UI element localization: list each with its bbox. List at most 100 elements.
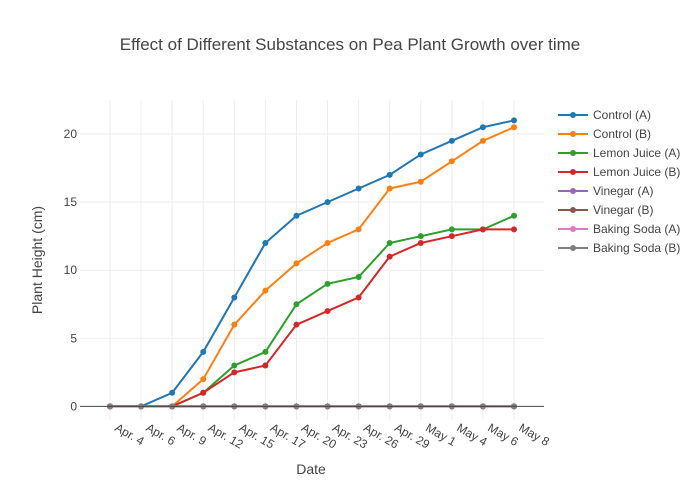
data-point	[200, 348, 207, 355]
legend-label: Baking Soda (B)	[593, 241, 680, 255]
data-point	[417, 178, 424, 185]
x-tick-label: Apr. 12	[206, 420, 246, 451]
data-point	[231, 369, 238, 376]
data-point	[262, 239, 269, 246]
data-point	[355, 274, 362, 281]
x-tick-label: May 4	[454, 420, 490, 449]
data-point	[386, 185, 393, 192]
data-point	[479, 137, 486, 144]
y-tick-label: 15	[64, 195, 78, 209]
data-point	[293, 321, 300, 328]
data-point	[262, 287, 269, 294]
data-point	[262, 348, 269, 355]
legend-label: Vinegar (A)	[593, 184, 653, 198]
x-tick-label: Apr. 6	[144, 420, 178, 448]
x-tick-label: Apr. 26	[361, 420, 401, 451]
data-point	[417, 233, 424, 240]
data-point	[324, 239, 331, 246]
legend-marker	[570, 131, 576, 137]
data-point	[355, 226, 362, 233]
legend-item: Control (A)	[558, 108, 651, 122]
x-tick-label: Apr. 29	[392, 420, 432, 451]
data-point	[231, 362, 238, 369]
data-point	[479, 124, 486, 131]
grid-layer	[80, 100, 544, 420]
data-point	[448, 137, 455, 144]
legend-marker	[570, 207, 576, 213]
legend-item: Baking Soda (A)	[558, 222, 680, 236]
legend-label: Control (A)	[593, 108, 651, 122]
series-line	[110, 214, 515, 408]
data-point	[448, 233, 455, 240]
data-point	[355, 185, 362, 192]
data-point	[417, 151, 424, 158]
data-point	[293, 260, 300, 267]
data-point	[511, 124, 517, 131]
series-layer	[107, 117, 517, 410]
legend-marker	[570, 226, 576, 232]
data-point	[169, 389, 176, 396]
x-tick-label: Apr. 15	[237, 420, 277, 451]
series-line	[110, 228, 514, 408]
y-tick-label: 20	[64, 127, 78, 141]
x-axis-label: Date	[296, 461, 326, 477]
data-point	[417, 239, 424, 246]
data-point	[511, 117, 517, 124]
data-point	[293, 301, 300, 308]
legend-item: Vinegar (B)	[558, 203, 653, 217]
data-point	[231, 321, 238, 328]
data-point	[386, 253, 393, 260]
data-point	[511, 212, 517, 219]
series-control-b-	[107, 124, 517, 410]
data-point	[324, 280, 331, 287]
y-tick-label: 0	[70, 399, 77, 413]
x-tick-label: Apr. 17	[268, 420, 308, 451]
x-tick-label: Apr. 20	[299, 420, 339, 451]
legend-item: Vinegar (A)	[558, 184, 653, 198]
series-control-a-	[107, 117, 517, 410]
legend-label: Lemon Juice (B)	[593, 165, 680, 179]
data-point	[355, 294, 362, 301]
legend-item: Control (B)	[558, 127, 651, 141]
legend-marker	[570, 188, 576, 194]
data-point	[231, 294, 238, 301]
legend-item: Baking Soda (B)	[558, 241, 680, 255]
data-point	[293, 212, 300, 219]
legend-marker	[570, 245, 576, 251]
data-point	[200, 389, 207, 396]
data-point	[386, 171, 393, 178]
y-tick-label: 10	[64, 263, 78, 277]
data-point	[324, 199, 331, 206]
x-tick-label: Apr. 4	[113, 420, 147, 448]
data-point	[448, 226, 455, 233]
data-point	[386, 239, 393, 246]
legend-label: Lemon Juice (A)	[593, 146, 680, 160]
x-tick-label: May 8	[517, 420, 553, 449]
legend-marker	[570, 169, 576, 175]
data-point	[262, 362, 269, 369]
legend-label: Baking Soda (A)	[593, 222, 680, 236]
y-axis-label: Plant Height (cm)	[29, 206, 45, 314]
data-point	[200, 376, 207, 383]
data-point	[479, 226, 486, 233]
y-tick-label: 5	[70, 331, 77, 345]
x-tick-label: May 6	[485, 420, 521, 449]
legend-label: Control (B)	[593, 127, 651, 141]
series-line	[110, 126, 515, 408]
legend-item: Lemon Juice (B)	[558, 165, 680, 179]
data-point	[324, 308, 331, 315]
x-tick-label: Apr. 23	[330, 420, 370, 451]
legend-marker	[570, 112, 576, 118]
legend: Control (A) Control (B) Lemon Juice (A) Lem…	[558, 108, 680, 255]
series-lemon-juice-a-	[107, 212, 517, 410]
series-line	[110, 119, 515, 408]
legend-label: Vinegar (B)	[593, 203, 653, 217]
data-point	[448, 158, 455, 165]
x-tick-label: Apr. 9	[175, 420, 209, 448]
legend-marker	[570, 150, 576, 156]
legend-item: Lemon Juice (A)	[558, 146, 680, 160]
chart-title: Effect of Different Substances on Pea Pl…	[120, 35, 581, 54]
